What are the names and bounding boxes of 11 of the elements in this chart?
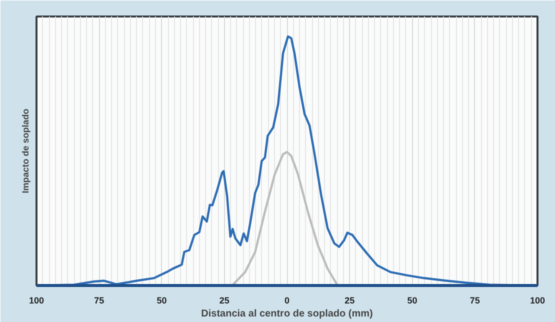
x-tick-label: 100 xyxy=(28,296,44,306)
x-tick-label: 50 xyxy=(407,296,418,306)
x-tick-label: 75 xyxy=(94,296,104,306)
x-tick-label: 100 xyxy=(530,296,546,306)
x-tick-label: 25 xyxy=(219,296,230,306)
y-axis-title: Impacto de soplado xyxy=(20,108,30,194)
x-tick-label: 50 xyxy=(156,296,167,306)
x-tick-label: 75 xyxy=(470,296,480,306)
x-tick-label: 25 xyxy=(344,296,355,306)
x-tick-label: 0 xyxy=(284,296,290,306)
x-axis-title: Distancia al centro de soplado (mm) xyxy=(201,308,373,320)
